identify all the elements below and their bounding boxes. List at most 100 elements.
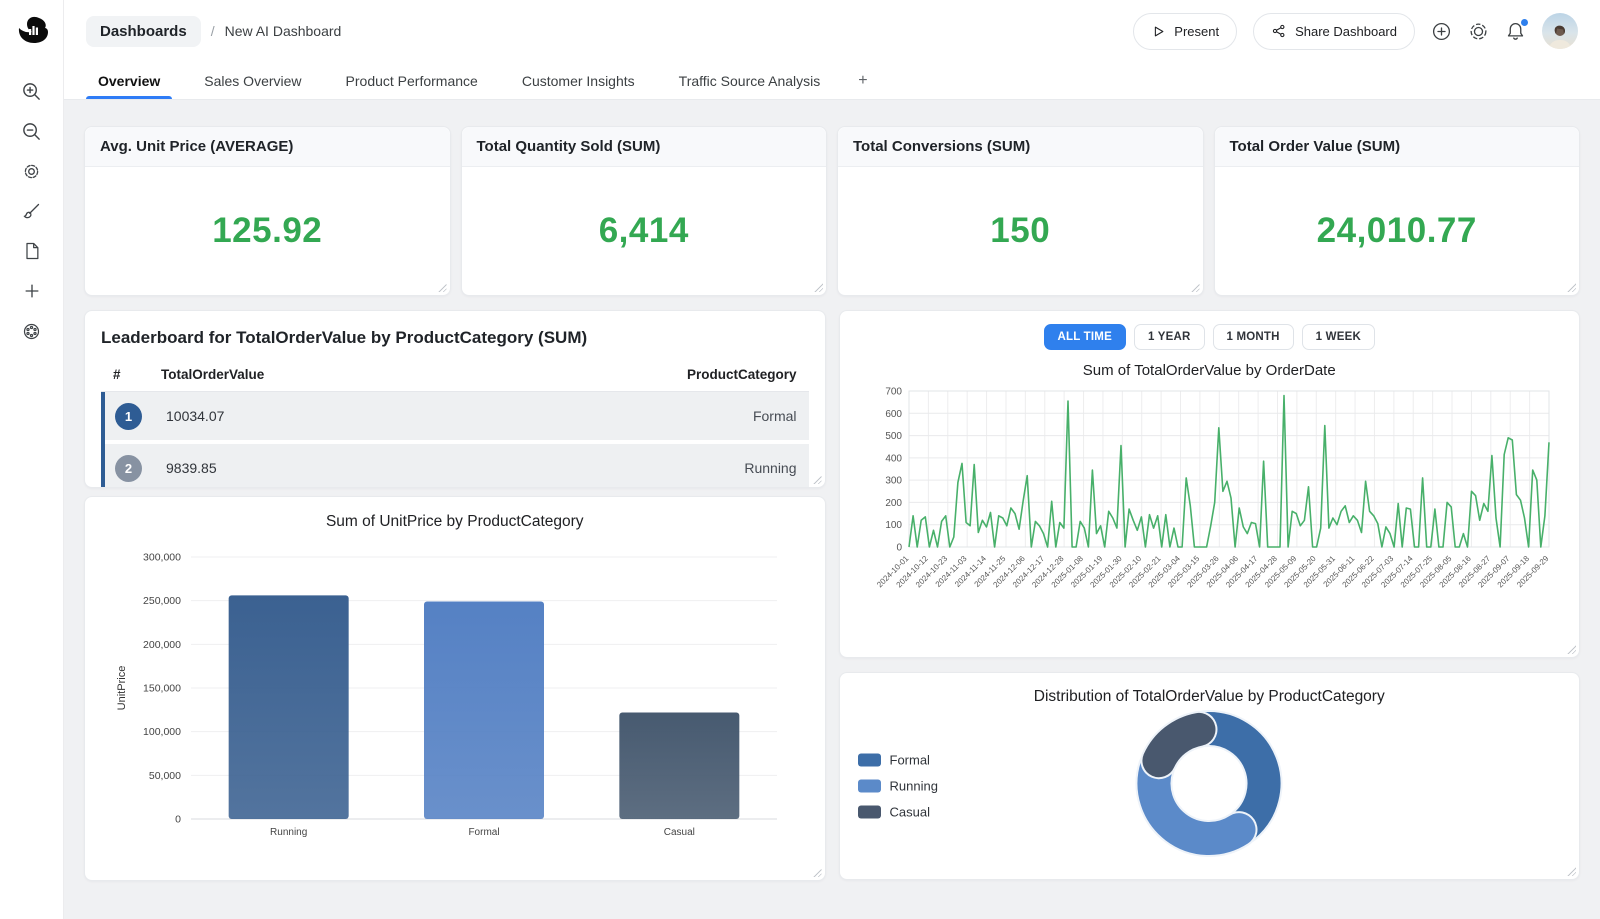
breadcrumb: Dashboards / New AI Dashboard	[86, 16, 341, 47]
svg-text:0: 0	[175, 814, 181, 826]
main-area: Dashboards / New AI Dashboard Present	[64, 0, 1600, 919]
svg-text:150,000: 150,000	[143, 683, 181, 695]
kpi-value: 6,414	[599, 211, 689, 251]
tab-overview[interactable]: Overview	[76, 62, 182, 99]
table-row[interactable]: 1 10034.07 Formal	[105, 392, 809, 440]
donut-chart-card: Distribution of TotalOrderValue by Produ…	[839, 672, 1581, 880]
kpi-title: Avg. Unit Price (AVERAGE)	[85, 127, 450, 167]
legend-item-casual[interactable]: Casual	[858, 805, 938, 820]
svg-text:300,000: 300,000	[143, 552, 181, 564]
bar-chart-title: Sum of UnitPrice by ProductCategory	[326, 513, 584, 531]
tab-customer-insights[interactable]: Customer Insights	[500, 62, 657, 99]
kpi-card-total-order-value: Total Order Value (SUM) 24,010.77	[1214, 126, 1581, 296]
sidebar	[0, 0, 64, 919]
bar-chart-canvas[interactable]: 0 50,000 100,000 150,000 200,000 250,000 300,0…	[105, 531, 805, 861]
legend-swatch	[858, 806, 881, 819]
resize-handle[interactable]	[1566, 866, 1576, 876]
svg-text:0: 0	[897, 543, 903, 554]
svg-text:600: 600	[886, 409, 903, 420]
present-button[interactable]: Present	[1133, 13, 1237, 50]
settings-icon[interactable]	[1468, 21, 1489, 42]
svg-text:200,000: 200,000	[143, 639, 181, 651]
settings-gear-icon[interactable]	[13, 152, 51, 190]
table-row[interactable]: 2 9839.85 Running	[105, 444, 809, 488]
breadcrumb-separator: /	[211, 23, 215, 39]
svg-text:Formal: Formal	[468, 827, 499, 838]
svg-text:50,000: 50,000	[149, 770, 181, 782]
row-value: 10034.07	[166, 408, 753, 424]
resize-handle[interactable]	[812, 867, 822, 877]
column-header-rank: #	[113, 367, 161, 382]
kpi-title: Total Quantity Sold (SUM)	[462, 127, 827, 167]
svg-text:100,000: 100,000	[143, 726, 181, 738]
svg-text:Running: Running	[270, 827, 307, 838]
svg-text:250,000: 250,000	[143, 595, 181, 607]
column-header-totalordervalue: TotalOrderValue	[161, 367, 687, 382]
user-avatar[interactable]	[1542, 13, 1578, 49]
palette-icon[interactable]	[13, 312, 51, 350]
kpi-title: Total Conversions (SUM)	[838, 127, 1203, 167]
row-value: 9839.85	[166, 460, 744, 476]
legend-item-formal[interactable]: Formal	[858, 753, 938, 768]
top-actions: Present Share Dashboard	[1133, 13, 1578, 50]
kpi-value: 24,010.77	[1317, 211, 1477, 251]
leaderboard-card: Leaderboard for TotalOrderValue by Produ…	[84, 310, 826, 488]
leaderboard-title: Leaderboard for TotalOrderValue by Produ…	[85, 311, 825, 358]
row-category: Formal	[753, 408, 797, 424]
row-category: Running	[744, 460, 796, 476]
range-all-time[interactable]: ALL TIME	[1044, 324, 1126, 350]
leaderboard-table: # TotalOrderValue ProductCategory 1 1003…	[101, 358, 809, 488]
kpi-card-total-conversions: Total Conversions (SUM) 150	[837, 126, 1204, 296]
top-bar: Dashboards / New AI Dashboard Present	[64, 0, 1600, 62]
rank-badge: 2	[115, 455, 142, 482]
app-root: Dashboards / New AI Dashboard Present	[0, 0, 1600, 919]
theme-brush-icon[interactable]	[13, 192, 51, 230]
time-range-selector: ALL TIME 1 YEAR 1 MONTH 1 WEEK	[1044, 324, 1375, 350]
tab-product-performance[interactable]: Product Performance	[324, 62, 500, 99]
zoom-in-icon[interactable]	[13, 72, 51, 110]
resize-handle[interactable]	[812, 474, 822, 484]
add-icon[interactable]	[13, 272, 51, 310]
timeseries-card: ALL TIME 1 YEAR 1 MONTH 1 WEEK Sum of To…	[839, 310, 1581, 658]
brand-logo[interactable]	[12, 10, 52, 50]
svg-text:200: 200	[886, 498, 903, 509]
svg-text:UnitPrice: UnitPrice	[116, 666, 128, 711]
kpi-value: 125.92	[212, 211, 322, 251]
svg-text:700: 700	[886, 387, 903, 398]
kpi-value: 150	[990, 211, 1050, 251]
add-widget-icon[interactable]	[1431, 21, 1452, 42]
zoom-out-icon[interactable]	[13, 112, 51, 150]
share-icon	[1271, 23, 1287, 39]
tab-sales-overview[interactable]: Sales Overview	[182, 62, 323, 99]
timeseries-title: Sum of TotalOrderValue by OrderDate	[1083, 362, 1336, 379]
share-dashboard-button[interactable]: Share Dashboard	[1253, 13, 1415, 50]
dashboard-tabs: Overview Sales Overview Product Performa…	[64, 62, 1600, 100]
play-icon	[1151, 24, 1166, 39]
range-1-year[interactable]: 1 YEAR	[1134, 324, 1205, 350]
donut-chart-canvas[interactable]	[1130, 705, 1288, 863]
breadcrumb-dashboards[interactable]: Dashboards	[86, 16, 201, 47]
range-1-week[interactable]: 1 WEEK	[1302, 324, 1375, 350]
rank-badge: 1	[115, 403, 142, 430]
range-1-month[interactable]: 1 MONTH	[1213, 324, 1294, 350]
tab-traffic-source-analysis[interactable]: Traffic Source Analysis	[657, 62, 843, 99]
donut-chart-title: Distribution of TotalOrderValue by Produ…	[840, 688, 1580, 706]
bar-chart-card: Sum of UnitPrice by ProductCategory 0 50,…	[84, 496, 826, 881]
resize-handle[interactable]	[1566, 644, 1576, 654]
legend-swatch	[858, 754, 881, 767]
line-chart-canvas[interactable]: 2024-10-012024-10-122024-10-232024-11-03…	[859, 379, 1559, 625]
svg-text:Casual: Casual	[664, 827, 695, 838]
notifications-bell-icon[interactable]	[1505, 21, 1526, 42]
svg-text:500: 500	[886, 431, 903, 442]
chart-legend: Formal Running Casual	[858, 753, 938, 820]
document-icon[interactable]	[13, 232, 51, 270]
legend-swatch	[858, 780, 881, 793]
notification-dot	[1521, 19, 1528, 26]
column-header-productcategory: ProductCategory	[687, 367, 797, 382]
add-tab-button[interactable]: +	[842, 62, 883, 99]
svg-text:300: 300	[886, 476, 903, 487]
legend-item-running[interactable]: Running	[858, 779, 938, 794]
svg-text:400: 400	[886, 453, 903, 464]
svg-text:100: 100	[886, 520, 903, 531]
breadcrumb-current-page: New AI Dashboard	[225, 23, 342, 39]
